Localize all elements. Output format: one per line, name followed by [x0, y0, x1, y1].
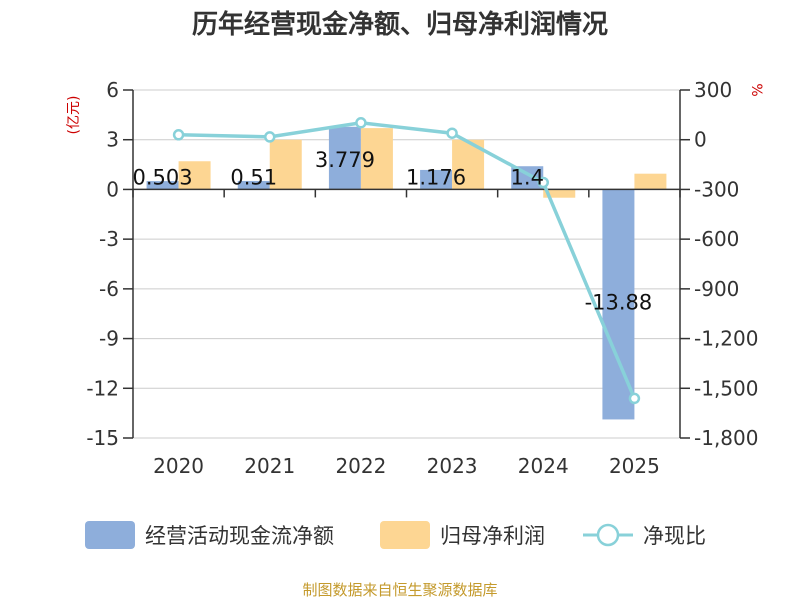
bar-cashflow[interactable]	[146, 181, 179, 190]
bar-cashflow[interactable]	[511, 166, 544, 190]
chart-title: 历年经营现金净额、归母净利润情况	[192, 9, 608, 40]
category-label: 2022	[335, 454, 386, 478]
ratio-line-path	[178, 121, 637, 400]
left-tick-label: -9	[99, 327, 119, 351]
right-tick-label: -1,500	[694, 376, 758, 400]
bar-data-label: 1.176	[406, 165, 466, 189]
left-axis-unit: (亿元)	[66, 96, 82, 135]
bar-netprofit[interactable]	[178, 161, 211, 190]
left-tick-label: 6	[106, 78, 119, 102]
ratio-point[interactable]	[264, 131, 276, 143]
left-tick-label: -6	[99, 277, 119, 301]
left-tick-label: -15	[86, 426, 119, 450]
legend-marker	[596, 523, 620, 547]
left-tick-label: 3	[106, 128, 119, 152]
legend-swatch	[85, 521, 135, 549]
legend[interactable]: 经营活动现金流净额 归母净利润 净现比	[85, 521, 706, 549]
legend-item[interactable]: 经营活动现金流净额	[85, 521, 334, 549]
legend-item[interactable]: 净现比	[583, 523, 706, 548]
right-tick-label: -1,800	[694, 426, 758, 450]
right-tick-label: 0	[694, 128, 707, 152]
bar-netprofit[interactable]	[360, 128, 393, 190]
ratio-point[interactable]	[446, 127, 458, 139]
bar-data-label: -13.88	[585, 290, 653, 314]
ratio-point[interactable]	[628, 392, 641, 405]
source-credit: 制图数据来自恒生聚源数据库	[302, 581, 497, 599]
legend-label: 经营活动现金流净额	[145, 524, 334, 548]
ratio-line	[172, 117, 641, 405]
bar-data-label: 3.779	[315, 148, 375, 172]
bar-data-label: 0.503	[133, 165, 193, 189]
bar-cashflow[interactable]	[420, 169, 453, 190]
right-axis-unit: %	[748, 83, 764, 96]
data-labels: 0.503 0.51 3.779 1.176 1.4 -13.88	[133, 148, 653, 315]
legend-label: 归母净利润	[440, 524, 545, 548]
bar-cashflow[interactable]	[237, 180, 270, 190]
bar-cashflow[interactable]	[328, 126, 361, 190]
category-label: 2020	[153, 454, 204, 478]
legend-label: 净现比	[643, 524, 706, 548]
left-tick-label: 0	[106, 177, 119, 201]
bar-netprofit[interactable]	[634, 173, 667, 190]
bar-netprofit[interactable]	[543, 189, 576, 198]
category-label: 2024	[518, 454, 569, 478]
ratio-point[interactable]	[537, 176, 549, 189]
left-tick-label: -12	[86, 376, 119, 400]
legend-item[interactable]: 归母净利润	[380, 521, 545, 549]
bar-data-label: 1.4	[511, 165, 544, 189]
right-tick-label: -900	[694, 277, 739, 301]
bar-cashflow[interactable]	[602, 189, 635, 420]
ratio-point[interactable]	[172, 129, 185, 141]
bar-data-label: 0.51	[230, 165, 277, 189]
ratio-point[interactable]	[355, 117, 367, 129]
category-label: 2021	[244, 454, 295, 478]
right-tick-label: -1,200	[694, 327, 758, 351]
left-tick-label: -3	[99, 227, 119, 251]
right-tick-label: -300	[694, 177, 739, 201]
right-tick-label: 300	[694, 78, 732, 102]
right-tick-label: -600	[694, 227, 739, 251]
category-label: 2023	[427, 454, 478, 478]
grid	[133, 89, 680, 439]
legend-swatch	[380, 521, 430, 549]
category-label: 2025	[609, 454, 660, 478]
bar-netprofit[interactable]	[269, 139, 302, 190]
